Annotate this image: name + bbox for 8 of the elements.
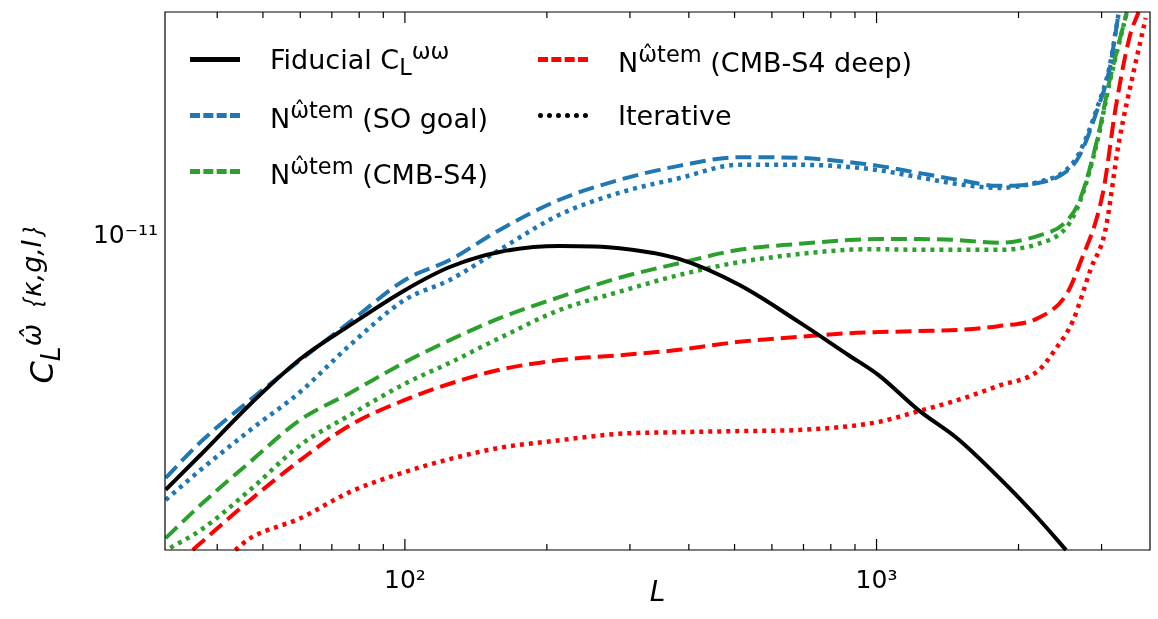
x-tick-label: 10³ [855,564,898,594]
legend-label: Iterative [618,99,732,131]
text: 10⁻¹¹ [92,220,158,249]
legend-label: N$^{ω̂tem}$ (CMB-S4 deep) [618,40,913,78]
legend-label: N$^{ω̂tem}$ (SO goal) [270,96,488,134]
legend-label: N$^{ω̂tem}$ (CMB-S4) [270,152,489,190]
x-tick-label: 10² [383,564,426,594]
x-axis-title: L [649,575,666,609]
